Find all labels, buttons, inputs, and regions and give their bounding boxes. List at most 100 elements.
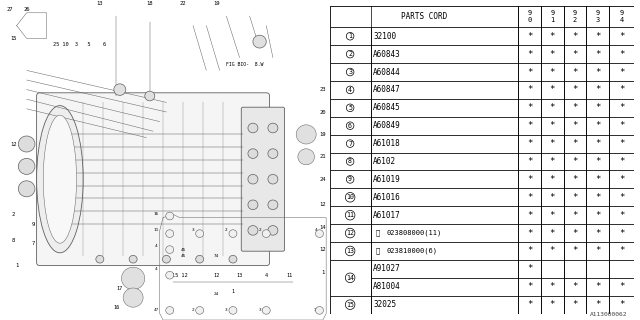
Circle shape — [248, 149, 258, 158]
Bar — [518, 224, 541, 242]
Text: 13: 13 — [97, 1, 103, 6]
Text: *: * — [572, 246, 578, 255]
Text: 1: 1 — [348, 33, 352, 39]
Bar — [518, 171, 541, 188]
Text: 34: 34 — [314, 308, 319, 312]
Text: *: * — [572, 175, 578, 184]
Text: 13: 13 — [346, 248, 354, 254]
Circle shape — [229, 255, 237, 263]
Text: *: * — [619, 50, 624, 59]
Bar — [609, 153, 634, 171]
Bar — [371, 224, 518, 242]
Circle shape — [262, 307, 270, 314]
Bar — [564, 45, 586, 63]
Text: *: * — [595, 157, 600, 166]
Bar — [586, 99, 609, 117]
Circle shape — [268, 226, 278, 235]
Text: 15 12: 15 12 — [172, 273, 188, 278]
Text: *: * — [527, 103, 532, 112]
Text: *: * — [595, 139, 600, 148]
Text: 3: 3 — [192, 228, 195, 232]
Bar — [371, 135, 518, 153]
Bar — [564, 135, 586, 153]
Bar — [518, 188, 541, 206]
Bar — [541, 188, 564, 206]
Text: *: * — [619, 246, 624, 255]
Text: 27: 27 — [7, 7, 13, 12]
Text: 23: 23 — [319, 87, 326, 92]
Text: A91027: A91027 — [373, 264, 401, 273]
Bar — [564, 278, 586, 296]
Text: *: * — [527, 68, 532, 76]
Text: 10: 10 — [346, 194, 354, 200]
Text: 4: 4 — [155, 267, 157, 271]
Bar — [609, 135, 634, 153]
Bar — [541, 6, 564, 27]
Bar — [330, 224, 371, 242]
Circle shape — [166, 230, 173, 237]
Bar — [586, 278, 609, 296]
Bar — [518, 27, 541, 45]
Circle shape — [196, 307, 204, 314]
Circle shape — [262, 230, 270, 237]
Bar — [518, 117, 541, 135]
Text: *: * — [572, 121, 578, 130]
Bar — [330, 117, 371, 135]
Text: *: * — [572, 282, 578, 291]
Bar — [609, 224, 634, 242]
Bar — [586, 153, 609, 171]
Text: 17: 17 — [116, 285, 123, 291]
Bar — [330, 260, 371, 296]
Text: *: * — [527, 211, 532, 220]
Circle shape — [248, 123, 258, 133]
Bar — [330, 45, 371, 63]
Circle shape — [123, 288, 143, 307]
Circle shape — [229, 230, 237, 237]
Circle shape — [166, 307, 173, 314]
Bar — [518, 278, 541, 296]
Text: 12: 12 — [319, 247, 326, 252]
Text: A60849: A60849 — [373, 121, 401, 130]
Text: *: * — [619, 175, 624, 184]
Text: 45: 45 — [180, 254, 186, 258]
Circle shape — [196, 230, 204, 237]
Bar — [371, 278, 518, 296]
Bar — [541, 27, 564, 45]
Text: *: * — [527, 282, 532, 291]
Bar — [330, 206, 371, 224]
Ellipse shape — [36, 106, 83, 253]
Text: 11: 11 — [154, 228, 159, 232]
Text: *: * — [595, 175, 600, 184]
Bar — [586, 6, 609, 27]
Circle shape — [19, 181, 35, 197]
Bar — [518, 81, 541, 99]
Bar — [371, 242, 518, 260]
Bar — [371, 117, 518, 135]
Bar — [518, 296, 541, 314]
Text: *: * — [572, 157, 578, 166]
Text: *: * — [595, 103, 600, 112]
Text: 11: 11 — [346, 212, 354, 218]
Text: 12: 12 — [346, 230, 354, 236]
Text: A81004: A81004 — [373, 282, 401, 291]
Text: 3: 3 — [259, 308, 261, 312]
Bar — [541, 135, 564, 153]
Text: *: * — [619, 228, 624, 237]
Bar — [371, 45, 518, 63]
Circle shape — [268, 200, 278, 210]
Text: *: * — [595, 193, 600, 202]
Bar — [541, 242, 564, 260]
Text: Ⓝ: Ⓝ — [376, 248, 380, 254]
Text: 19: 19 — [213, 1, 220, 6]
Text: 32025: 32025 — [373, 300, 396, 309]
Text: *: * — [595, 32, 600, 41]
Bar — [518, 63, 541, 81]
Circle shape — [268, 123, 278, 133]
Text: A61017: A61017 — [373, 211, 401, 220]
Text: *: * — [619, 157, 624, 166]
Text: 14: 14 — [346, 275, 354, 281]
Text: 2: 2 — [12, 212, 15, 217]
Text: *: * — [550, 282, 555, 291]
Text: A60847: A60847 — [373, 85, 401, 94]
Text: 16: 16 — [154, 212, 159, 216]
